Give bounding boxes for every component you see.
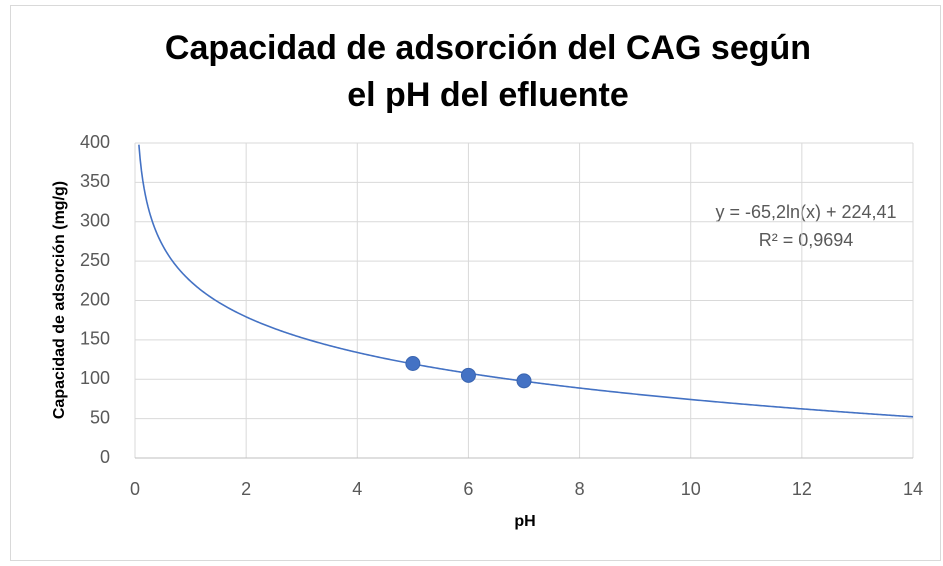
y-tick-label: 300 — [80, 211, 110, 231]
y-tick-label: 250 — [80, 250, 110, 270]
chart-title: Capacidad de adsorción del CAG según — [165, 29, 811, 67]
y-tick-label: 400 — [80, 132, 110, 152]
x-tick-label: 14 — [903, 479, 923, 499]
x-tick-label: 8 — [575, 479, 585, 499]
y-tick-label: 350 — [80, 171, 110, 191]
y-tick-label: 150 — [80, 329, 110, 349]
x-tick-label: 6 — [463, 479, 473, 499]
x-tick-label: 12 — [792, 479, 812, 499]
trendline-equation: y = -65,2ln(x) + 224,41 — [715, 202, 896, 222]
x-tick-label: 4 — [352, 479, 362, 499]
y-tick-label: 200 — [80, 289, 110, 309]
y-tick-label: 0 — [100, 447, 110, 467]
trendline-r2: R² = 0,9694 — [759, 230, 854, 250]
chart-border — [10, 5, 941, 561]
point — [405, 356, 421, 371]
x-tick-label: 10 — [681, 479, 701, 499]
y-axis-label: Capacidad de adsorción (mg/g) — [51, 181, 68, 419]
x-axis-label: pH — [514, 513, 535, 530]
chart-title: el pH del efluente — [347, 76, 629, 114]
x-tick-label: 0 — [130, 479, 140, 499]
point — [460, 367, 476, 383]
y-tick-label: 50 — [90, 407, 110, 427]
point — [516, 373, 532, 389]
x-tick-label: 2 — [241, 479, 251, 499]
y-tick-label: 100 — [80, 368, 110, 388]
